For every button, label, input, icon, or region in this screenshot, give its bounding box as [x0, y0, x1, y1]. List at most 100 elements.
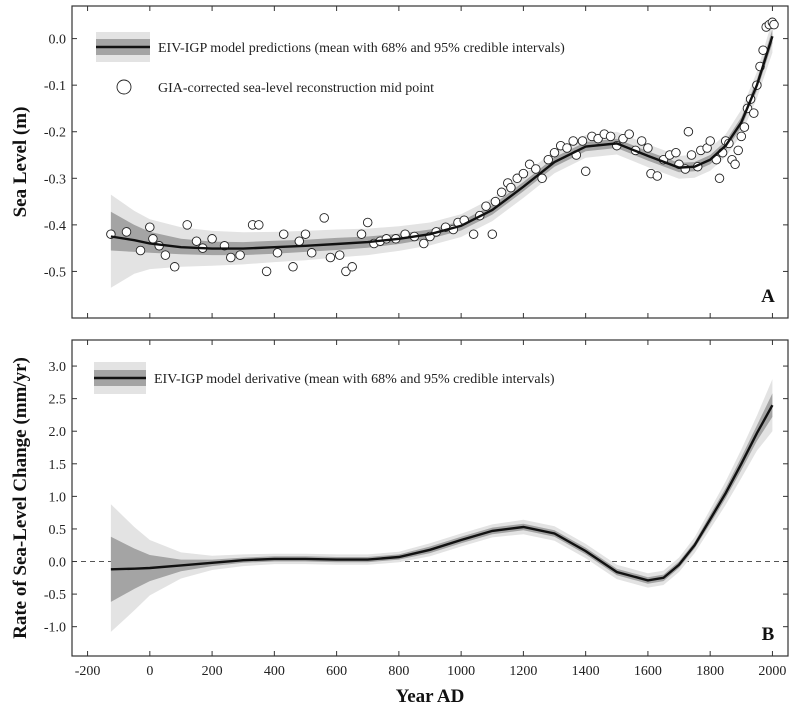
data-point [568, 136, 578, 146]
data-point [487, 229, 498, 239]
x-tick-label: -200 [75, 664, 101, 679]
panel-a-frame [71, 5, 789, 319]
data-point [577, 136, 588, 146]
panel-a-label: A [761, 286, 775, 307]
data-point [261, 266, 272, 277]
data-point [169, 262, 180, 272]
data-point [294, 236, 305, 246]
y-tick-label: 0.0 [49, 556, 67, 571]
panel-a-legend: EIV-IGP model predictions (mean with 68%… [96, 32, 565, 96]
y-tick-label: 3.0 [49, 360, 67, 375]
y-tick-label: 1.0 [49, 490, 67, 505]
data-point [730, 159, 740, 170]
x-tick-label: 200 [202, 664, 223, 679]
data-point [524, 159, 535, 170]
panel-b-xlabel: Year AD [396, 686, 465, 707]
x-tick-label: 400 [264, 664, 285, 679]
y-tick-label: -0.1 [44, 79, 66, 94]
data-point [643, 143, 653, 153]
data-point [235, 250, 245, 260]
data-point [254, 220, 264, 230]
data-point [419, 238, 429, 249]
data-point [496, 187, 507, 198]
legend-a-entry-points: GIA-corrected sea-level reconstruction m… [158, 81, 434, 96]
y-tick-label: -0.5 [44, 265, 66, 280]
data-point [341, 266, 351, 277]
data-point [506, 182, 516, 193]
data-point [319, 213, 329, 223]
data-point [562, 143, 572, 153]
panel-a-axis-ticks: 0.0 -0.1 -0.2 -0.3 -0.4 -0.5 [44, 6, 788, 318]
data-point [686, 150, 697, 160]
data-point [347, 262, 357, 272]
y-tick-label: -0.3 [44, 172, 66, 187]
y-tick-label: -1.0 [44, 621, 66, 636]
data-point [325, 252, 336, 263]
mean-line [110, 35, 774, 250]
x-tick-label: 1600 [634, 664, 662, 679]
panel-b-mean-line [110, 404, 774, 582]
legend-a-entry-model: EIV-IGP model predictions (mean with 68%… [158, 41, 565, 56]
x-tick-label: 1800 [696, 664, 724, 679]
data-point [537, 173, 547, 184]
data-point [121, 227, 132, 237]
data-point [714, 173, 725, 184]
y-tick-label: 2.5 [49, 393, 67, 408]
data-point [518, 168, 529, 179]
data-point [736, 131, 747, 142]
data-point [636, 136, 647, 146]
data-point [549, 147, 560, 158]
data-point [624, 129, 634, 139]
panel-a-mean-line [110, 35, 774, 250]
data-point [580, 166, 591, 177]
data-point [705, 136, 715, 146]
data-point [334, 250, 345, 260]
legend-b-entry-model: EIV-IGP model derivative (mean with 68% … [154, 372, 555, 387]
panel-b-legend: EIV-IGP model derivative (mean with 68% … [94, 362, 555, 394]
data-point [739, 122, 750, 132]
y-tick-label: 0.0 [49, 33, 67, 48]
panel-a: 0.0-0.1-0.2-0.3-0.4-0.5 Sea Level (m) A … [10, 5, 789, 319]
data-point [605, 131, 616, 142]
y-tick-label: 1.5 [49, 458, 67, 473]
data-point [733, 145, 743, 156]
x-tick-label: 1000 [447, 664, 475, 679]
legend-a-swatch-point [116, 79, 132, 95]
x-tick-label: 600 [326, 664, 347, 679]
panel-b-axis-ticks: 3.0 2.5 2.0 1.5 1.0 0.5 0.0 -0.5 -1.0 -200 0 200 400… [44, 340, 788, 679]
data-point [207, 234, 217, 244]
x-tick-label: 1200 [509, 664, 537, 679]
data-point [481, 201, 491, 211]
data-point [531, 164, 541, 174]
data-point [671, 147, 681, 158]
y-tick-label: -0.2 [44, 126, 66, 141]
data-point [543, 154, 554, 165]
panel-b-frame [71, 339, 789, 657]
data-point [272, 248, 283, 258]
data-point [362, 217, 373, 228]
data-point [300, 229, 311, 239]
data-point [490, 196, 501, 207]
y-tick-label: -0.5 [44, 588, 66, 603]
data-point [512, 173, 522, 184]
data-point [769, 19, 779, 30]
panel-b-ci95-band [110, 379, 773, 632]
x-tick-label: 800 [388, 664, 409, 679]
data-point [226, 252, 236, 263]
data-point [145, 222, 155, 232]
data-point [191, 236, 202, 246]
panel-b: 3.0 2.5 2.0 1.5 1.0 0.5 0.0 -0.5 -1.0 -200 0 200 400… [10, 339, 789, 707]
data-point [278, 229, 289, 239]
x-tick-label: 1400 [572, 664, 600, 679]
mean-line [110, 404, 774, 582]
panel-a-ylabel: Sea Level (m) [10, 107, 31, 218]
data-point [182, 220, 192, 230]
x-tick-label: 2000 [758, 664, 786, 679]
data-point [683, 126, 694, 137]
data-point [306, 248, 317, 258]
panel-b-ylabel: Rate of Sea-Level Change (mm/yr) [10, 357, 31, 639]
data-point [468, 229, 479, 239]
data-point [288, 262, 298, 272]
data-point [148, 234, 158, 244]
